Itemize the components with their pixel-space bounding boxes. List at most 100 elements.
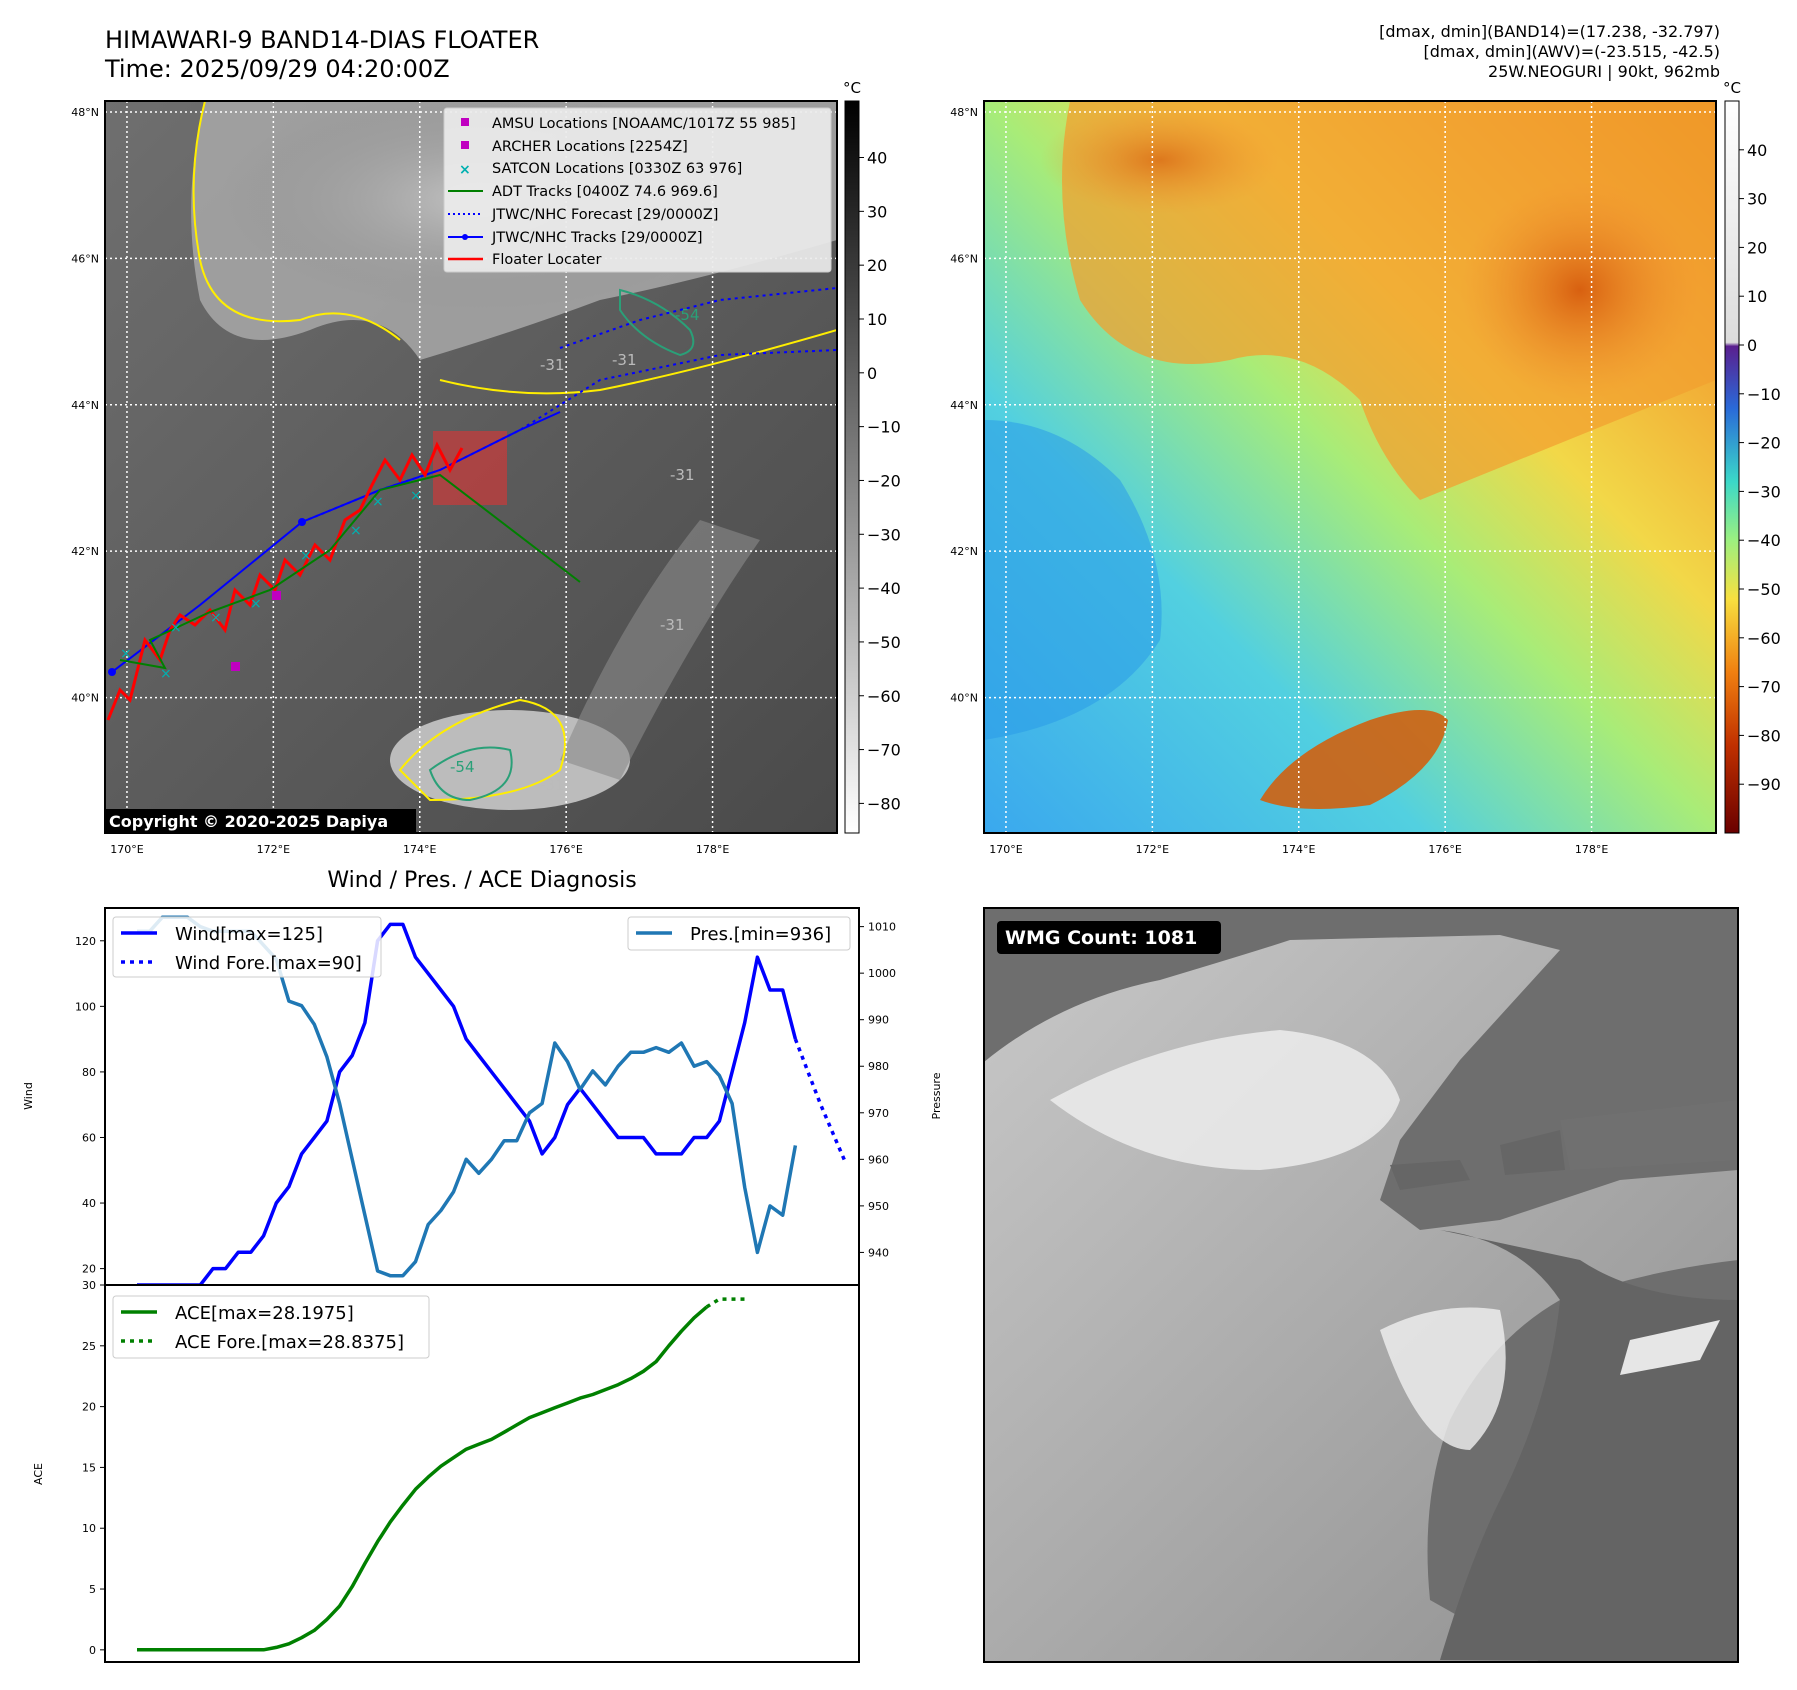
contour-label: -31 xyxy=(670,466,695,484)
y-tick-label: 120 xyxy=(75,935,96,948)
y-right-tick-label: 990 xyxy=(868,1014,889,1027)
colorbar-tick-label: 20 xyxy=(1747,238,1767,257)
ace-chart: ACE 0 5 10 15 20 25 30 ACE[max=28.1975] ACE Fo… xyxy=(32,1279,860,1663)
ace-legend-box xyxy=(112,1295,430,1359)
colorbar-tick-label: −90 xyxy=(1747,775,1781,794)
colorbar-tick-label: 40 xyxy=(1747,141,1767,160)
y-tick-label: 10 xyxy=(82,1522,96,1535)
wv-lon-label: 176°E xyxy=(1428,843,1461,856)
wv-colorbar-ticks: 40 30 20 10 0 −10 −20 −30 −40 −50 −60 −70 −80 −90 xyxy=(1739,141,1781,794)
y-tick-label: 30 xyxy=(82,1279,96,1292)
wmg-brightest-core xyxy=(1050,1030,1400,1170)
ace-axis-ticks: 0 5 10 15 20 25 30 xyxy=(82,1279,105,1657)
copyright-text: Copyright © 2020-2025 Dapiya xyxy=(109,812,388,831)
y-right-tick-label: 980 xyxy=(868,1060,889,1073)
ir-legend: AMSU Locations [NOAAMC/1017Z 55 985] ARC… xyxy=(443,107,832,273)
contour-cold-1 xyxy=(619,288,695,357)
wv-gridlines xyxy=(984,101,1716,833)
ir-frame xyxy=(104,100,838,834)
wv-frame xyxy=(983,100,1717,834)
y-tick-label: 20 xyxy=(82,1401,96,1414)
wv-hot-spot-north xyxy=(1040,105,1280,215)
wv-colorbar-unit: °C xyxy=(1723,79,1741,97)
ir-lon-label: 178°E xyxy=(696,843,729,856)
legend-box xyxy=(443,107,832,273)
colorbar-tick-label: −70 xyxy=(1747,678,1781,697)
ace-legend: ACE[max=28.1975] ACE Fore.[max=28.8375] xyxy=(112,1295,430,1359)
colorbar-tick-label: −60 xyxy=(867,687,901,706)
contour-cold-2 xyxy=(428,746,513,802)
colorbar-tick-label: −20 xyxy=(867,471,901,490)
wv-lat-label: 46°N xyxy=(950,252,978,265)
y-tick-label: 60 xyxy=(82,1131,96,1144)
pressure-axis-label: Pressure xyxy=(930,1072,943,1119)
wmg-count-label: WMG Count: 1081 xyxy=(1005,927,1197,949)
legend-track: JTWC/NHC Tracks [29/0000Z] xyxy=(491,230,703,246)
dmax-band14: [dmax, dmin](BAND14)=(17.238, -32.797) xyxy=(1379,22,1720,41)
contour-label: -31 xyxy=(660,616,685,634)
y-right-tick-label: 1000 xyxy=(868,967,896,980)
colorbar-tick-label: −30 xyxy=(1747,482,1781,501)
svg-text:×: × xyxy=(300,548,312,564)
ir-colorbar-ticks: 40 30 20 10 0 −10 −20 −30 −40 −50 −60 −70 −80 xyxy=(859,149,901,813)
wv-lat-label: 40°N xyxy=(950,692,978,705)
colorbar-tick-label: −10 xyxy=(867,418,901,437)
legend-floater: Floater Locater xyxy=(492,252,601,268)
chart-time: Time: 2025/09/29 04:20:00Z xyxy=(105,55,450,83)
ir-cloud-southern-cell xyxy=(390,710,630,810)
wind-legend-box xyxy=(112,916,382,978)
wmg-dark-patch xyxy=(1390,1160,1470,1190)
colorbar-tick-label: −80 xyxy=(867,794,901,813)
ir-lon-label: 170°E xyxy=(110,843,143,856)
wv-moist-region xyxy=(984,420,1162,740)
ir-satcon-points: × × × × × × × × × xyxy=(120,488,422,682)
contour-label: -54 xyxy=(450,758,475,776)
ir-floater-track xyxy=(106,441,464,721)
contour-warm-3 xyxy=(398,698,566,802)
ir-lat-label: 48°N xyxy=(71,106,99,119)
pres-legend: Pres.[min=936] xyxy=(627,916,851,951)
pres-legend-label: Pres.[min=936] xyxy=(690,924,831,945)
wmg-bright-patch xyxy=(1620,1320,1720,1375)
legend-track-dot xyxy=(462,234,468,240)
colorbar-tick-label: 10 xyxy=(867,310,887,329)
wmg-dark-patch xyxy=(1560,1100,1738,1170)
contour-label: -31 xyxy=(612,351,637,369)
ir-track-point xyxy=(298,518,306,526)
wv-lat-label: 44°N xyxy=(950,399,978,412)
wv-hot-spot-south xyxy=(1260,710,1448,809)
wmg-frame xyxy=(983,907,1739,1663)
y-tick-label: 0 xyxy=(89,1644,96,1657)
storm-info: 25W.NEOGURI | 90kt, 962mb xyxy=(1488,62,1720,81)
series-line-ace-fore- xyxy=(705,1297,745,1309)
legend-archer: ARCHER Locations [2254Z] xyxy=(492,139,688,155)
legend-satcon-marker: × xyxy=(459,162,471,178)
ir-amsu-point xyxy=(231,662,240,671)
colorbar-tick-label: 30 xyxy=(867,202,887,221)
y-tick-label: 40 xyxy=(82,1197,96,1210)
wv-lat-label: 48°N xyxy=(950,106,978,119)
colorbar-tick-label: −10 xyxy=(1747,385,1781,404)
ace-series-group xyxy=(137,1297,745,1652)
ir-adt-track xyxy=(119,473,581,670)
svg-text:×: × xyxy=(120,646,132,662)
ace-axis-label: ACE xyxy=(32,1463,45,1485)
colorbar-tick-label: 30 xyxy=(1747,190,1767,209)
wind-fore-legend-label: Wind Fore.[max=90] xyxy=(175,953,362,974)
diag-title: Wind / Pres. / ACE Diagnosis xyxy=(327,868,636,893)
svg-text:×: × xyxy=(160,666,172,682)
legend-amsu-marker xyxy=(461,118,469,126)
y-right-tick-label: 960 xyxy=(868,1153,889,1166)
series-line-ace xyxy=(137,1305,708,1652)
wmg-dark-patch xyxy=(1500,1130,1565,1175)
y-right-tick-label: 970 xyxy=(868,1107,889,1120)
wind-legend-label: Wind[max=125] xyxy=(175,924,323,945)
wmg-count-box xyxy=(997,921,1221,954)
y-right-tick-label: 950 xyxy=(868,1200,889,1213)
ace-fore-legend-label: ACE Fore.[max=28.8375] xyxy=(175,1332,404,1353)
ir-track-point xyxy=(108,668,116,676)
contour-warm-2 xyxy=(439,329,837,395)
ir-lat-label: 46°N xyxy=(71,252,99,265)
wind-axis-label: Wind xyxy=(22,1082,35,1110)
colorbar-tick-label: 10 xyxy=(1747,287,1767,306)
